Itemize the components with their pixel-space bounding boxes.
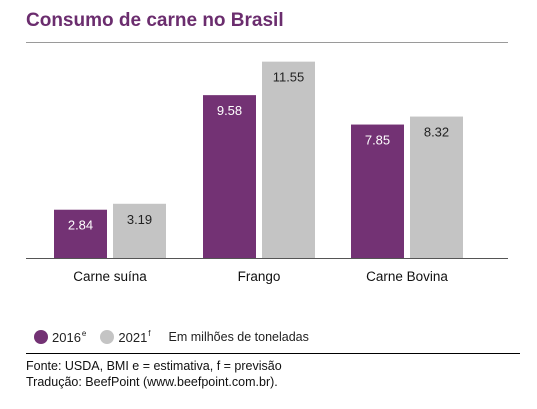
category-label-1: Frango <box>238 269 281 284</box>
translation-line: Tradução: BeefPoint (www.beefpoint.com.b… <box>26 375 278 389</box>
bar-2016-2 <box>351 124 404 258</box>
data-label-2021-0: 3.19 <box>127 212 152 227</box>
bar-2021-1 <box>262 61 315 259</box>
legend: 2016e 2021f Em milhões de toneladas <box>34 328 309 346</box>
bar-2021-0 <box>113 203 166 258</box>
legend-swatch-2021 <box>100 330 115 344</box>
footer-divider <box>26 353 520 354</box>
legend-label-2016: 2016e <box>52 329 87 345</box>
data-label-2016-1: 9.58 <box>217 103 242 118</box>
bar-2016-0 <box>54 209 107 258</box>
data-label-2021-1: 11.55 <box>273 70 305 85</box>
source-note: Fonte: USDA, BMI e = estimativa, f = pre… <box>26 358 282 390</box>
category-label-2: Carne Bovina <box>366 269 448 284</box>
chart-title: Consumo de carne no Brasil <box>26 10 284 31</box>
unit-note: Em milhões de toneladas <box>168 330 309 344</box>
bar-2016-1 <box>203 95 256 258</box>
data-label-2016-2: 7.85 <box>365 133 390 148</box>
legend-label-2021: 2021f <box>118 329 151 345</box>
legend-swatch-2016 <box>34 330 48 344</box>
data-label-2016-0: 2.84 <box>68 218 93 233</box>
source-line: Fonte: USDA, BMI e = estimativa, f = pre… <box>26 359 282 373</box>
data-label-2021-2: 8.32 <box>424 125 449 140</box>
bar-2021-2 <box>410 116 463 258</box>
category-label-0: Carne suína <box>73 269 147 284</box>
title-divider <box>26 42 508 43</box>
legend-item-2021: 2021f <box>100 329 151 345</box>
legend-item-2016: 2016e <box>34 330 86 345</box>
bar-chart: 2.84 3.19 Carne suína 9.58 11.55 Frango 7.85 8.… <box>26 61 508 284</box>
